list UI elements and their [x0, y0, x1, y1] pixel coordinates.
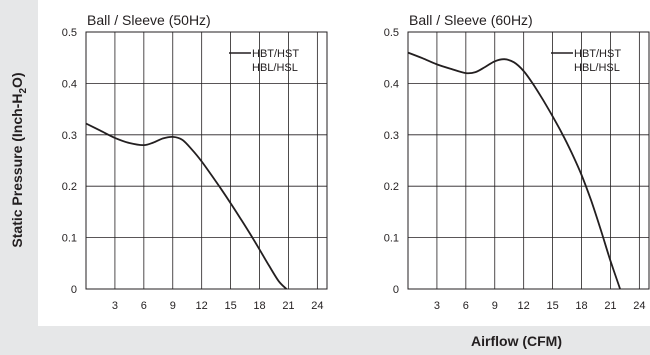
chart-title: Ball / Sleeve (50Hz) [87, 12, 211, 28]
legend-entry: HBL/HSL [574, 62, 620, 74]
x-tick-label: 6 [141, 300, 147, 312]
x-tick-label: 24 [633, 300, 645, 312]
x-tick-label: 9 [170, 300, 176, 312]
y-tick-label: 0 [71, 284, 77, 296]
x-tick-label: 3 [434, 300, 440, 312]
y-tick-label: 0.5 [62, 27, 77, 39]
x-axis-label: Airflow (CFM) [471, 333, 562, 349]
chart-title: Ball / Sleeve (60Hz) [409, 12, 533, 28]
x-tick-label: 24 [311, 300, 323, 312]
x-tick-label: 6 [463, 300, 469, 312]
x-tick-label: 9 [492, 300, 498, 312]
x-tick-label: 15 [224, 300, 236, 312]
xlabel-band [38, 326, 650, 355]
plot-frame [407, 31, 650, 290]
y-tick-label: 0.3 [384, 130, 399, 142]
legend-entry: HBL/HSL [252, 62, 298, 74]
y-tick-label: 0.5 [384, 27, 399, 39]
y-tick-label: 0.2 [62, 181, 77, 193]
y-tick-label: 0.3 [62, 130, 77, 142]
x-tick-label: 21 [604, 300, 616, 312]
y-tick-label: 0 [393, 284, 399, 296]
x-tick-label: 12 [518, 300, 530, 312]
y-tick-label: 0.1 [62, 233, 77, 245]
y-tick-label: 0.4 [62, 78, 77, 90]
x-tick-label: 21 [282, 300, 294, 312]
x-tick-label: 12 [196, 300, 208, 312]
series-line [85, 122, 288, 290]
ylabel-band [0, 0, 38, 355]
y-tick-label: 0.2 [384, 181, 399, 193]
plot-frame [85, 31, 328, 290]
x-tick-label: 15 [546, 300, 558, 312]
legend-entry: HBT/HST [252, 48, 299, 60]
x-tick-label: 18 [575, 300, 587, 312]
y-tick-label: 0.1 [384, 233, 399, 245]
y-tick-label: 0.4 [384, 78, 399, 90]
series-line [407, 51, 621, 290]
legend-entry: HBT/HST [574, 48, 621, 60]
x-tick-label: 18 [253, 300, 265, 312]
x-tick-label: 3 [112, 300, 118, 312]
